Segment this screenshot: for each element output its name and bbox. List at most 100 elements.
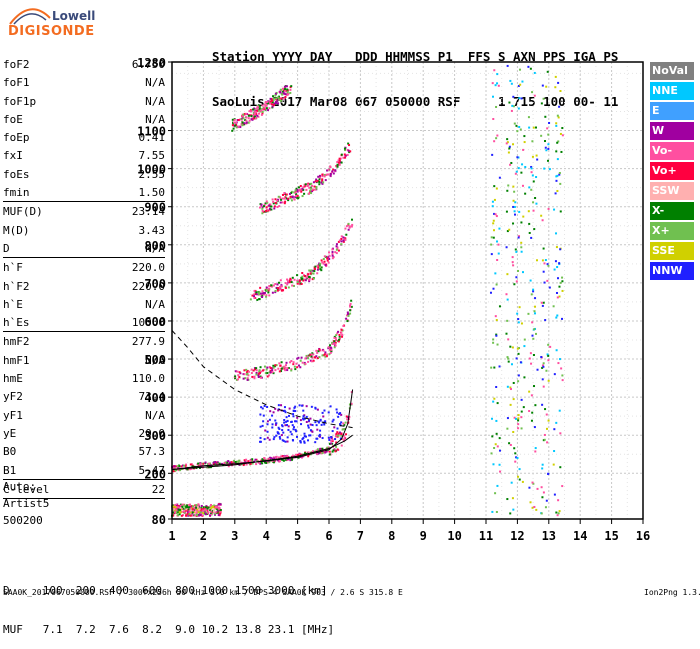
echo-point (329, 351, 332, 354)
noise-point (533, 426, 536, 429)
echo-point (261, 206, 264, 209)
echo-point (203, 508, 206, 511)
echo-point (196, 510, 199, 513)
noise-point (558, 263, 561, 266)
echo-point (342, 440, 345, 443)
echo-point (317, 265, 320, 268)
echo-point (294, 190, 297, 193)
echo-point (273, 205, 276, 208)
echo-point (295, 435, 298, 438)
param-value: 57.3 (138, 445, 166, 459)
echo-point (292, 413, 295, 416)
echo-point (287, 428, 290, 431)
echo-point (302, 453, 305, 456)
noise-point (555, 179, 558, 182)
echo-point (257, 374, 260, 377)
param-label: M(D) (3, 223, 30, 237)
noise-point (493, 397, 496, 400)
echo-point (321, 261, 324, 264)
echo-point (259, 371, 262, 374)
echo-point (272, 284, 275, 287)
param-separator (3, 201, 165, 203)
echo-point (283, 197, 286, 200)
echo-point (315, 181, 318, 184)
echo-point (307, 276, 310, 279)
echo-point (319, 435, 322, 438)
echo-point (213, 504, 216, 507)
echo-point (250, 458, 253, 461)
echo-point (292, 409, 295, 412)
echo-point (327, 448, 330, 451)
echo-point (202, 462, 205, 465)
noise-point (536, 259, 539, 262)
noise-point (530, 188, 533, 191)
noise-point (494, 492, 497, 495)
echo-point (195, 508, 198, 511)
noise-point (559, 248, 562, 251)
echo-point (301, 272, 304, 275)
echo-point (179, 511, 182, 514)
echo-point (279, 457, 282, 460)
echo-point (268, 461, 271, 464)
echo-point (325, 265, 328, 268)
echo-point (286, 278, 289, 281)
echo-point (178, 504, 181, 507)
echo-point (182, 507, 185, 510)
echo-point (333, 340, 336, 343)
echo-point (319, 268, 322, 271)
echo-point (271, 414, 274, 417)
echo-point (272, 411, 275, 414)
echo-point (316, 357, 319, 360)
noise-point (555, 124, 558, 127)
noise-point (524, 192, 527, 195)
noise-point (506, 141, 509, 144)
echo-point (313, 451, 316, 454)
echo-point (326, 257, 329, 260)
noise-point (513, 283, 516, 286)
noise-point (515, 276, 518, 279)
noise-point (558, 173, 561, 176)
noise-point (506, 498, 509, 501)
echo-point (346, 153, 349, 156)
echo-point (296, 416, 299, 419)
echo-point (210, 509, 213, 512)
auto-label: Auto: (3, 480, 37, 493)
noise-point (496, 258, 499, 261)
echo-point (199, 507, 202, 510)
noise-point (516, 312, 519, 315)
echo-point (344, 421, 347, 424)
echo-point (206, 512, 209, 515)
echo-point (289, 458, 292, 461)
noise-point (555, 150, 558, 153)
echo-point (279, 364, 282, 367)
echo-point (172, 469, 175, 472)
noise-point (506, 273, 509, 276)
echo-point (307, 273, 310, 276)
echo-point (173, 509, 176, 512)
noise-point (559, 247, 562, 250)
echo-point (261, 294, 264, 297)
echo-point (345, 154, 348, 157)
echo-point (171, 467, 174, 470)
echo-point (187, 513, 190, 516)
echo-point (209, 466, 212, 469)
noise-point (541, 364, 544, 367)
echo-point (264, 458, 267, 461)
echo-point (310, 451, 313, 454)
noise-point (540, 214, 543, 217)
noise-point (546, 159, 549, 162)
echo-point (325, 450, 328, 453)
echo-point (327, 168, 330, 171)
echo-point (261, 207, 264, 210)
echo-point (201, 465, 204, 468)
param-value: N/A (145, 241, 165, 255)
echo-point (273, 365, 276, 368)
echo-point (295, 362, 298, 365)
echo-point (329, 165, 332, 168)
noise-point (555, 316, 558, 319)
echo-point (322, 349, 325, 352)
echo-point (206, 511, 209, 514)
noise-point (544, 140, 547, 143)
echo-point (321, 447, 324, 450)
echo-point (175, 468, 178, 471)
